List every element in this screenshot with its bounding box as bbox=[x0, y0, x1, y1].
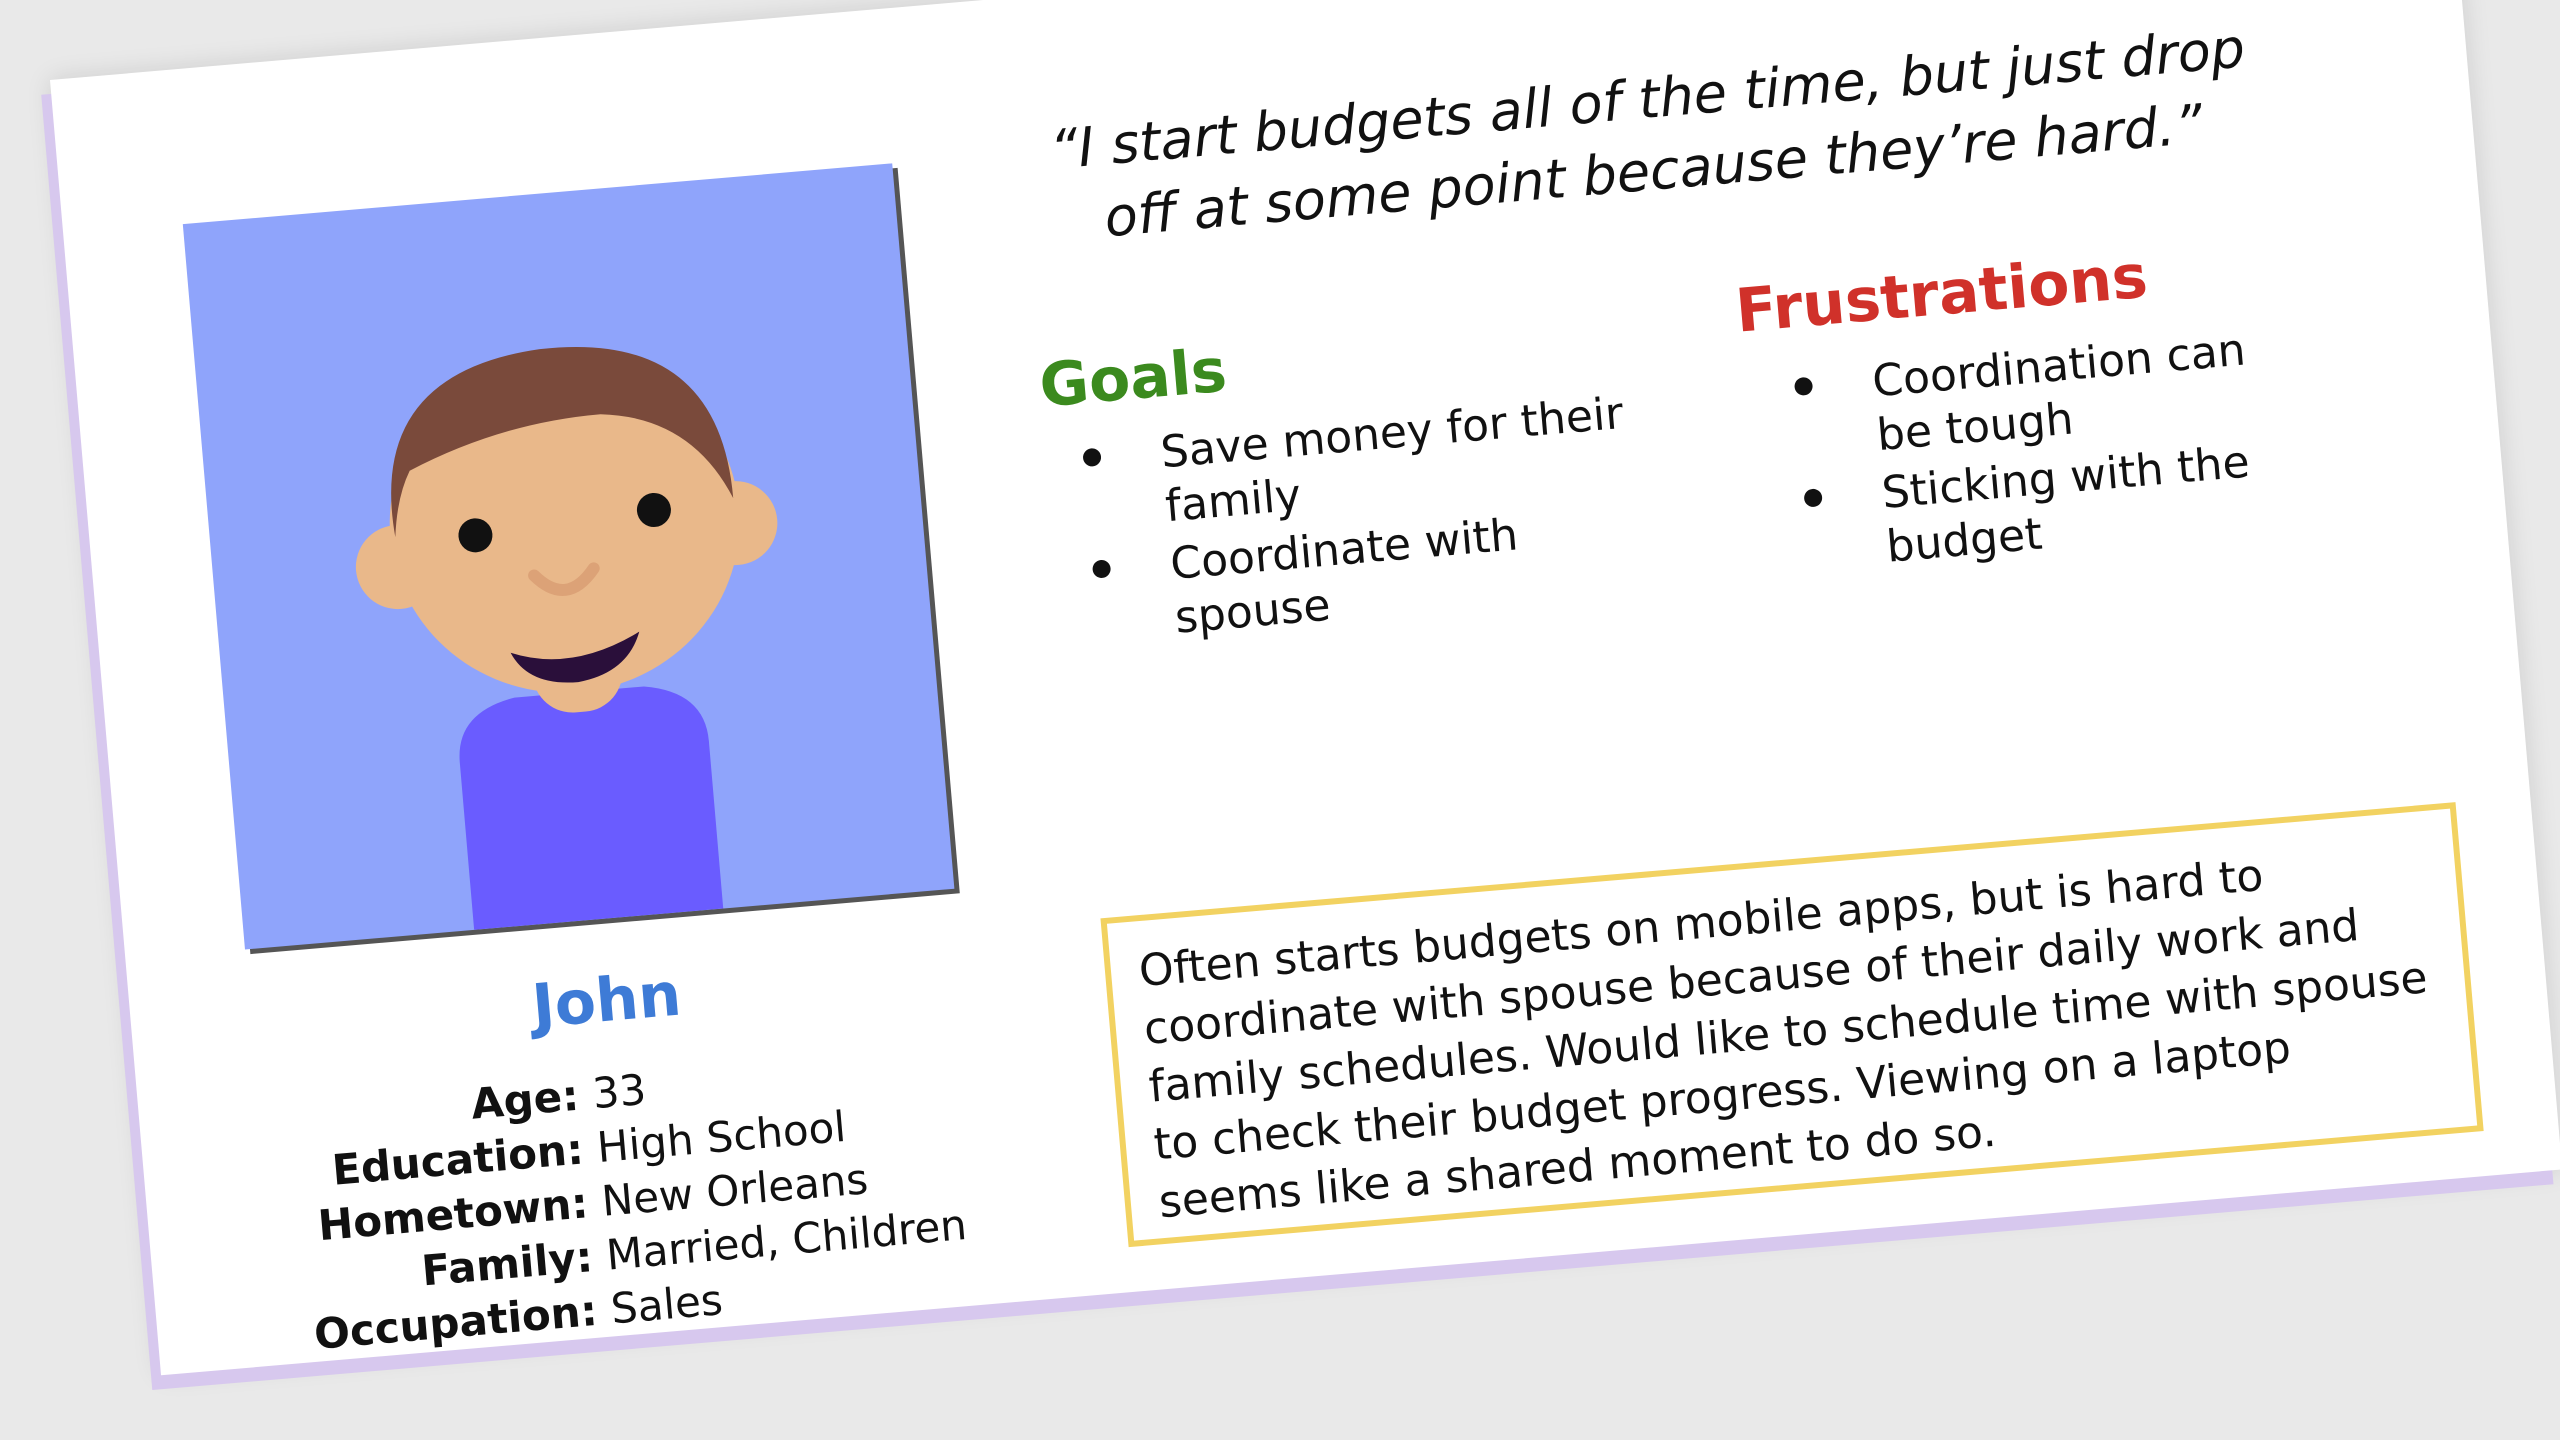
frustrations-heading: Frustrations bbox=[1732, 241, 2151, 347]
goals-heading: Goals bbox=[1036, 335, 1230, 422]
person-avatar-icon bbox=[355, 346, 778, 930]
persona-card: John Age: 33 Education: High School Home… bbox=[50, 0, 2560, 1376]
persona-details: Age: 33 Education: High School Hometown:… bbox=[258, 1035, 990, 1365]
avatar bbox=[182, 163, 955, 950]
bullet-icon bbox=[1082, 447, 1102, 468]
frustrations-list: Coordination can be tough Sticking with … bbox=[1781, 319, 2318, 587]
bullet-icon bbox=[1803, 488, 1823, 508]
persona-quote: “I start budgets all of the time, but ju… bbox=[1047, 16, 2248, 250]
goals-list: Save money for their family Coordinate w… bbox=[1069, 386, 1646, 657]
bullet-icon bbox=[1091, 559, 1112, 579]
bullet-icon bbox=[1793, 376, 1814, 397]
scenario-box: Often starts budgets on mobile apps, but… bbox=[1100, 802, 2484, 1248]
